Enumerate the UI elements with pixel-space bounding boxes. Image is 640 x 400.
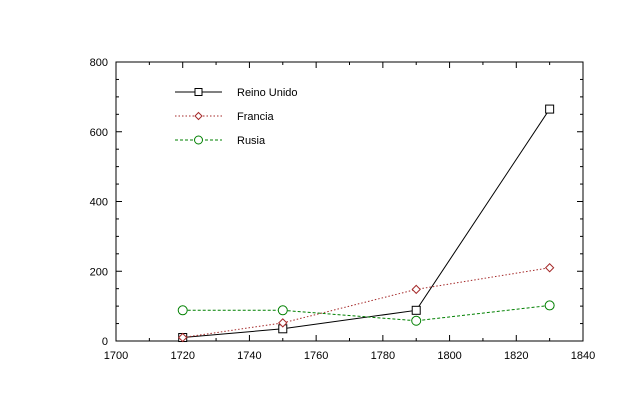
y-tick-label: 800 bbox=[90, 57, 108, 69]
x-tick-label: 1800 bbox=[437, 350, 461, 362]
x-tick-label: 1700 bbox=[104, 350, 128, 362]
data-point bbox=[277, 305, 288, 316]
legend: Reino Unido Francia Rusia bbox=[175, 87, 298, 147]
legend-label: Francia bbox=[237, 111, 275, 123]
legend-label: Rusia bbox=[237, 135, 266, 147]
data-point bbox=[177, 305, 188, 316]
series-line bbox=[182, 108, 551, 339]
x-tick-label: 1740 bbox=[237, 350, 261, 362]
x-tick-label: 1760 bbox=[304, 350, 328, 362]
series-line bbox=[182, 304, 550, 322]
data-point bbox=[178, 332, 188, 343]
data-point bbox=[411, 305, 421, 315]
series-line bbox=[182, 267, 550, 339]
data-point bbox=[411, 315, 422, 326]
y-tick-label: 200 bbox=[90, 266, 108, 278]
y-tick-label: 0 bbox=[102, 336, 108, 348]
legend-marker bbox=[194, 135, 203, 145]
x-tick-label: 1820 bbox=[504, 350, 528, 362]
legend-label: Reino Unido bbox=[237, 87, 298, 99]
y-tick-label: 600 bbox=[90, 127, 108, 139]
data-point bbox=[545, 104, 555, 114]
data-point bbox=[544, 300, 555, 311]
y-axis: 0 200 400 600 800 bbox=[90, 57, 583, 348]
series-reino-unido bbox=[178, 104, 555, 343]
series-rusia bbox=[177, 300, 555, 326]
data-point bbox=[544, 263, 555, 273]
x-axis: 1700 1720 1740 1760 1780 1800 1820 1840 bbox=[104, 62, 595, 362]
x-tick-label: 1780 bbox=[371, 350, 395, 362]
data-point bbox=[411, 284, 421, 295]
y-tick-label: 400 bbox=[90, 197, 108, 209]
plot-frame bbox=[115, 61, 584, 342]
legend-marker bbox=[194, 111, 203, 121]
x-tick-label: 1720 bbox=[170, 350, 194, 362]
x-tick-label: 1840 bbox=[571, 350, 595, 362]
series-francia bbox=[178, 263, 555, 343]
data-point bbox=[278, 318, 288, 328]
series-layer bbox=[177, 104, 555, 343]
legend-marker bbox=[194, 88, 203, 96]
